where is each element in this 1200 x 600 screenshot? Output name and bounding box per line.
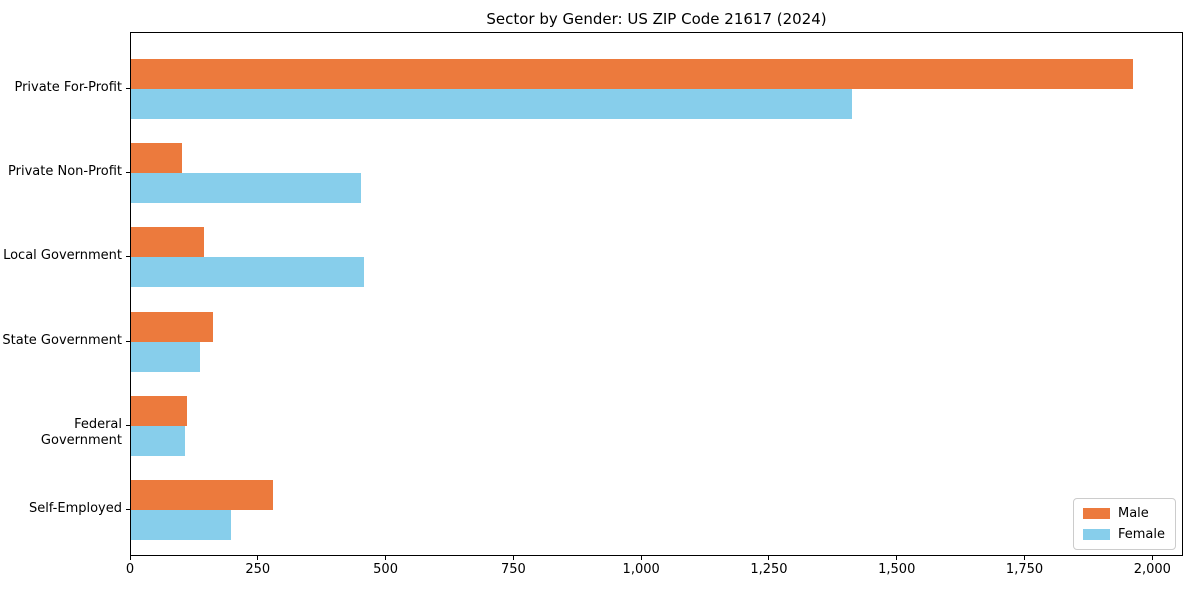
legend-swatch-male — [1082, 508, 1110, 519]
x-tick-label: 500 — [373, 562, 398, 577]
x-tick-label: 750 — [500, 562, 526, 577]
bar-female — [131, 510, 231, 540]
bar-female — [131, 173, 361, 204]
plot-area: Male Female — [130, 32, 1183, 556]
legend-label-male: Male — [1117, 506, 1149, 521]
x-tick-mark — [385, 556, 387, 560]
category-label: State Government — [2, 332, 122, 348]
bar-male — [131, 480, 274, 510]
bar-male — [131, 395, 188, 426]
y-tick-mark — [126, 340, 130, 342]
bar-male — [131, 59, 1133, 89]
x-tick-mark — [1024, 556, 1026, 560]
bar-female — [131, 257, 364, 288]
y-tick-mark — [126, 424, 130, 426]
x-tick-mark — [512, 556, 514, 560]
category-label: Private For-Profit — [14, 80, 122, 95]
x-tick-label: 0 — [125, 562, 135, 577]
x-tick-mark — [257, 556, 259, 560]
legend: Male Female — [1072, 498, 1176, 550]
x-tick-mark — [640, 556, 642, 560]
x-tick-mark — [129, 556, 131, 560]
x-tick-label: 1,250 — [750, 562, 788, 577]
y-tick-mark — [126, 256, 130, 258]
bar-female — [131, 341, 200, 372]
legend-swatch-female — [1082, 529, 1110, 540]
bar-female — [131, 89, 852, 119]
bar-male — [131, 311, 213, 342]
category-label: Private Non-Profit — [8, 164, 122, 180]
x-tick-label: 1,750 — [1005, 562, 1044, 577]
legend-row-female: Female — [1082, 527, 1165, 542]
x-tick-mark — [896, 556, 898, 560]
legend-row-male: Male — [1082, 506, 1165, 521]
bar-male — [131, 227, 204, 258]
category-label: Local Government — [3, 248, 122, 264]
x-tick-label: 1,500 — [878, 562, 916, 577]
x-tick-label: 250 — [245, 562, 271, 577]
y-tick-mark — [126, 172, 130, 174]
x-tick-mark — [1151, 556, 1153, 560]
chart-title: Sector by Gender: US ZIP Code 21617 (202… — [486, 10, 827, 28]
y-tick-mark — [126, 88, 130, 89]
x-tick-label: 2,000 — [1133, 562, 1171, 577]
x-tick-mark — [768, 556, 770, 560]
bar-female — [131, 425, 185, 456]
bar-male — [131, 143, 183, 174]
y-tick-mark — [126, 509, 130, 510]
legend-label-female: Female — [1117, 527, 1165, 542]
category-label: Federal Government — [40, 416, 122, 448]
x-tick-label: 1,000 — [622, 562, 660, 577]
category-label: Self-Employed — [28, 501, 122, 516]
